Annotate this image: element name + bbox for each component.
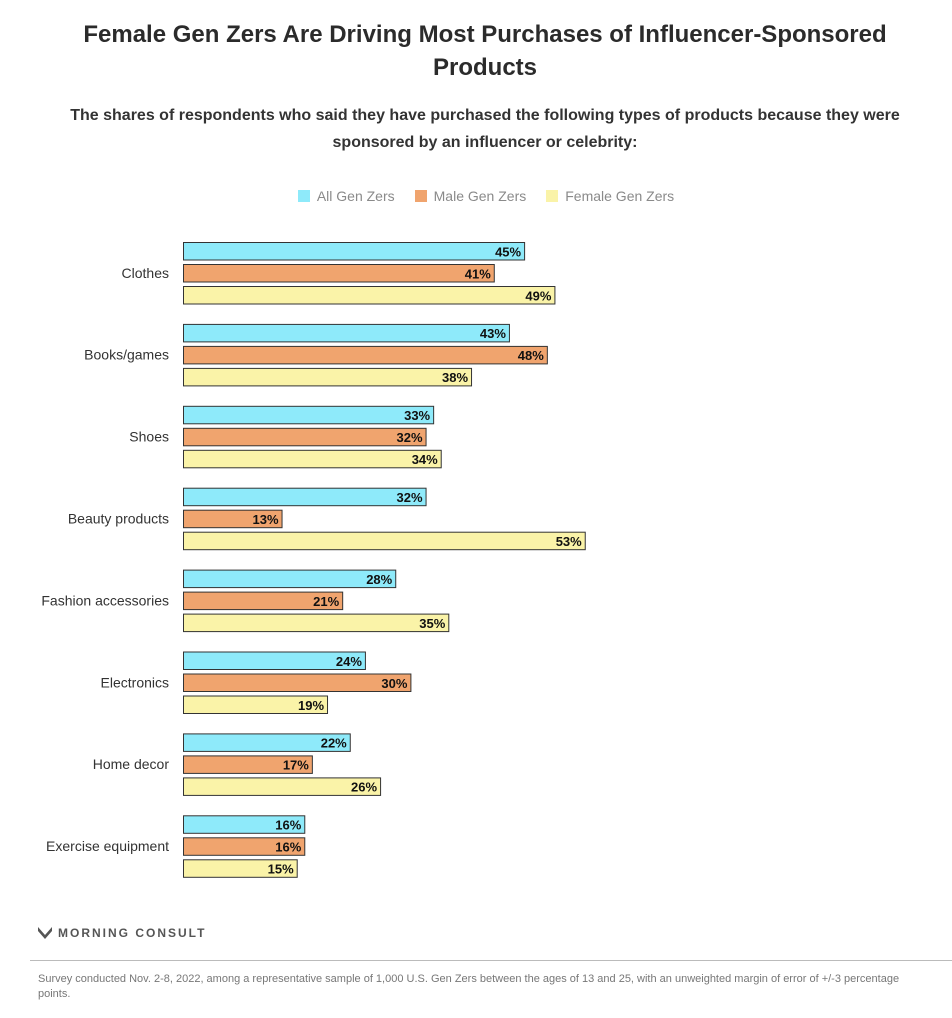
data-label: 34% <box>412 452 438 467</box>
data-label: 16% <box>275 840 301 855</box>
data-label: 24% <box>336 654 362 669</box>
bar <box>183 569 397 589</box>
category-label: Clothes <box>122 265 169 281</box>
category-label: Exercise equipment <box>46 838 169 854</box>
category-label: Electronics <box>101 674 169 690</box>
data-label: 16% <box>275 818 301 833</box>
bar <box>183 264 495 283</box>
data-label: 13% <box>253 512 279 527</box>
legend-item-male: Male Gen Zers <box>414 188 527 204</box>
bar <box>183 755 313 774</box>
legend: All Gen Zers Male Gen Zers Female Gen Ze… <box>0 188 952 204</box>
category-label: Home decor <box>93 756 170 772</box>
category-label: Shoes <box>129 429 169 445</box>
chart-title: Female Gen Zers Are Driving Most Purchas… <box>83 21 887 81</box>
data-label: 53% <box>556 534 582 549</box>
legend-label-female: Female Gen Zers <box>565 188 675 204</box>
bar <box>183 286 556 305</box>
data-label: 15% <box>268 862 294 877</box>
bar <box>183 837 306 856</box>
morning-consult-logo: MORNING CONSULT <box>38 926 206 940</box>
footnote: Survey conducted Nov. 2-8, 2022, among a… <box>38 973 900 1000</box>
data-label: 28% <box>366 572 392 587</box>
data-label: 48% <box>518 348 544 363</box>
bar <box>183 531 586 551</box>
bar <box>183 859 298 878</box>
legend-swatch-female <box>546 190 559 202</box>
bar <box>183 323 510 343</box>
footer-divider <box>30 960 952 961</box>
bar <box>183 777 382 796</box>
legend-item-female: Female Gen Zers <box>546 188 674 204</box>
legend-swatch-male <box>414 190 427 202</box>
bar <box>183 695 329 714</box>
data-label: 26% <box>351 780 377 795</box>
category-label: Books/games <box>84 347 169 363</box>
data-label: 38% <box>442 370 468 385</box>
logo-text: MORNING CONSULT <box>58 926 207 940</box>
data-label: 32% <box>397 490 423 505</box>
bar-chart: Clothes 45% 41% 49% Books/games 43% 48% 38% Shoe… <box>41 242 586 878</box>
data-label: 41% <box>465 266 491 281</box>
data-label: 35% <box>419 616 445 631</box>
data-label: 17% <box>283 758 309 773</box>
bar <box>183 242 526 261</box>
data-label: 43% <box>480 326 506 341</box>
category-label: Beauty products <box>68 510 169 526</box>
bar <box>183 591 344 611</box>
bar <box>183 651 366 670</box>
legend-swatch-all <box>297 190 310 202</box>
data-label: 45% <box>495 244 521 259</box>
legend-label-male: Male Gen Zers <box>433 188 527 204</box>
chart-subtitle: The shares of respondents who said they … <box>70 107 900 151</box>
bar <box>183 487 427 507</box>
bar <box>183 613 450 633</box>
bar <box>183 733 351 752</box>
data-label: 33% <box>404 408 430 423</box>
bar <box>183 367 473 387</box>
bar <box>183 427 427 447</box>
data-label: 32% <box>397 430 423 445</box>
bar <box>183 449 442 469</box>
bar <box>183 405 435 425</box>
data-label: 21% <box>313 594 339 609</box>
legend-item-all: All Gen Zers <box>297 188 395 204</box>
data-label: 19% <box>298 698 324 713</box>
data-label: 30% <box>381 676 407 691</box>
bar <box>183 673 412 692</box>
data-label: 49% <box>525 288 551 303</box>
bar <box>183 509 283 529</box>
category-label: Fashion accessories <box>41 592 169 608</box>
bar <box>183 815 306 834</box>
data-label: 22% <box>321 736 347 751</box>
logo-mark-icon <box>38 927 52 939</box>
legend-label-all: All Gen Zers <box>316 188 395 204</box>
bar <box>183 345 548 365</box>
